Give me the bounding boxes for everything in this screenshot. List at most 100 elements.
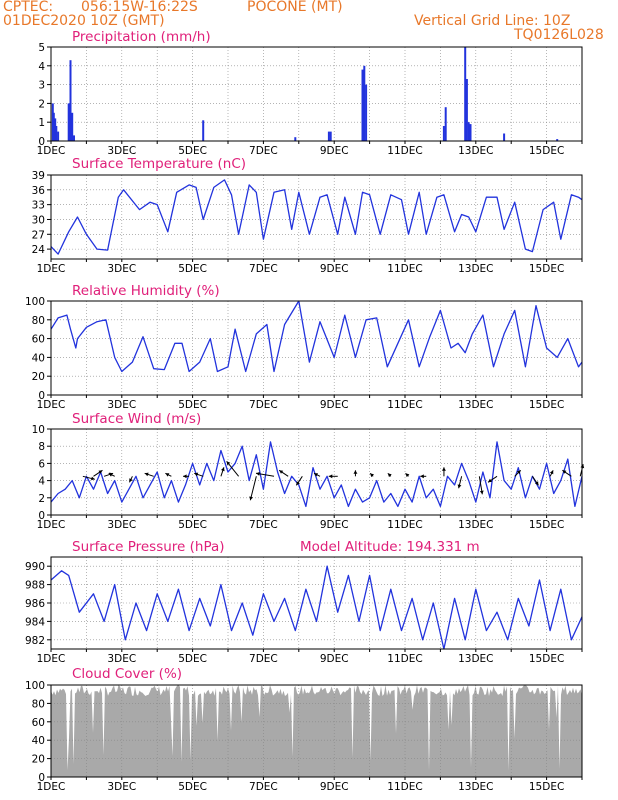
precip-bar [464, 47, 467, 141]
header-init-time: 01DEC2020 10Z (GMT) [3, 13, 165, 29]
wind-arrow-head [516, 470, 521, 475]
precip-bar [361, 69, 364, 141]
x-tick-label: 11DEC [387, 781, 422, 793]
precip-bar [73, 135, 75, 141]
y-tick-label: 982 [25, 635, 45, 647]
x-tick-label: 7DEC [249, 263, 278, 275]
precip-bar [469, 124, 472, 141]
header-grid-note: Vertical Grid Line: 10Z [414, 13, 571, 29]
precip-bar [329, 131, 332, 141]
wind-arrow-head [457, 484, 462, 489]
y-tick-label: 0 [38, 510, 45, 522]
y-tick-label: 80 [32, 698, 45, 710]
x-tick-label: 11DEC [387, 263, 422, 275]
wind-arrow-head [314, 473, 318, 477]
x-tick-label: 3DEC [107, 519, 136, 531]
panel-frame [50, 174, 583, 260]
wind-arrow-head [98, 470, 103, 474]
panel-5: Cloud Cover (%) 0 20 40 60 80 100 1DEC 3DEC 5DEC 7… [25, 666, 583, 793]
wind-arrow-head [279, 470, 284, 474]
wind-arrow-head [256, 472, 260, 476]
x-tick-label: 1DEC [37, 781, 66, 793]
y-tick-label: 0 [38, 772, 45, 784]
panel-title: Precipitation (mm/h) [72, 29, 211, 45]
wind-arrow-head [296, 481, 300, 486]
y-tick-label: 27 [32, 229, 45, 241]
wind-arrow-head [249, 496, 253, 501]
x-tick-label: 7DEC [249, 399, 278, 411]
precip-bar [69, 60, 72, 142]
y-tick-label: 20 [32, 754, 45, 766]
header-station: POCONE (MT) [247, 0, 343, 15]
y-tick-label: 40 [32, 352, 45, 364]
series-line [50, 179, 583, 255]
x-tick-label: 1DEC [37, 263, 66, 275]
wind-arrow-head [129, 478, 133, 483]
wind-arrow-head [221, 467, 225, 472]
x-tick-label: 15DEC [529, 399, 564, 411]
wind-arrow-head [370, 473, 374, 478]
x-tick-label: 1DEC [37, 145, 66, 157]
wind-arrow-head [165, 473, 170, 477]
header-source: CPTEC: [3, 0, 54, 15]
x-tick-label: 9DEC [320, 781, 349, 793]
x-tick-label: 7DEC [249, 145, 278, 157]
wind-arrow-head [183, 474, 187, 479]
x-tick-label: 5DEC [178, 781, 207, 793]
x-tick-label: 11DEC [387, 519, 422, 531]
wind-arrow-head [387, 473, 392, 478]
y-tick-label: 10 [32, 424, 45, 436]
x-tick-label: 9DEC [320, 263, 349, 275]
panel-frame [50, 684, 583, 778]
panel-2: Relative Humidity (%) 0 20 40 60 80 100 1DEC 3DE… [25, 283, 583, 411]
x-tick-label: 15DEC [529, 653, 564, 665]
wind-arrow [249, 476, 257, 501]
x-tick-label: 7DEC [249, 519, 278, 531]
y-tick-label: 40 [32, 735, 45, 747]
wind-arrow-head [549, 470, 554, 475]
x-tick-label: 13DEC [458, 653, 493, 665]
x-tick-label: 13DEC [458, 145, 493, 157]
panel-title: Surface Pressure (hPa) [72, 539, 225, 555]
panel-annotation: Model Altitude: 194.331 m [300, 539, 480, 555]
x-tick-label: 11DEC [387, 399, 422, 411]
wind-arrow-head [91, 476, 95, 481]
x-tick-label: 1DEC [37, 399, 66, 411]
wind-arrow-head [144, 472, 149, 477]
x-tick-label: 11DEC [387, 145, 422, 157]
wind-arrow-head [442, 467, 446, 471]
y-tick-label: 2 [38, 493, 45, 505]
x-tick-label: 3DEC [107, 653, 136, 665]
wind-arrow-head [562, 470, 567, 474]
series-line [50, 300, 583, 373]
panel-frame [50, 428, 583, 516]
wind-arrow-head [488, 478, 492, 483]
cloud-cover-area [51, 685, 582, 777]
y-tick-label: 1 [38, 117, 45, 129]
x-tick-label: 5DEC [178, 519, 207, 531]
y-tick-label: 990 [25, 561, 45, 573]
x-tick-label: 5DEC [178, 263, 207, 275]
x-tick-label: 9DEC [320, 653, 349, 665]
panel-frame [50, 300, 583, 396]
panel-1: Surface Temperature (nC) 24 27 30 33 36 39 1DEC… [32, 156, 583, 275]
x-tick-label: 7DEC [249, 781, 278, 793]
y-tick-label: 100 [25, 680, 45, 692]
y-tick-label: 986 [25, 598, 45, 610]
y-tick-label: 30 [32, 214, 45, 226]
y-tick-label: 60 [32, 717, 45, 729]
y-tick-label: 5 [38, 42, 45, 54]
panel-frame [50, 46, 583, 142]
y-tick-label: 988 [25, 580, 45, 592]
header-model-code: TQ0126L028 [514, 27, 604, 43]
x-tick-label: 1DEC [37, 653, 66, 665]
x-tick-label: 3DEC [107, 145, 136, 157]
y-tick-label: 3 [38, 80, 45, 92]
x-tick-label: 13DEC [458, 781, 493, 793]
precip-bar [55, 126, 58, 141]
precip-bar [503, 133, 506, 141]
y-tick-label: 100 [25, 296, 45, 308]
precip-bar [67, 103, 70, 141]
x-tick-label: 15DEC [529, 145, 564, 157]
precip-bar [444, 107, 447, 141]
